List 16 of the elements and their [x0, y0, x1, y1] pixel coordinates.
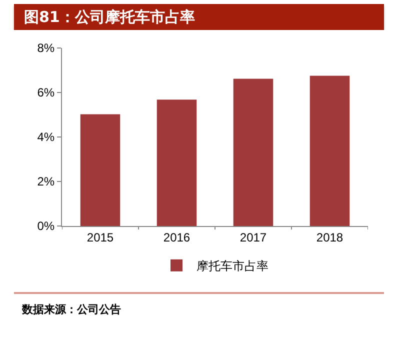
- source-note: 数据来源：公司公告: [22, 302, 122, 317]
- bar: [156, 100, 197, 226]
- y-tick-label: 0%: [37, 219, 55, 234]
- x-tick-label: 2017: [240, 230, 267, 244]
- chart-title: 图81：公司摩托车市占率: [14, 4, 384, 30]
- y-tick-label: 4%: [37, 130, 55, 144]
- y-tick-label: 8%: [37, 41, 55, 56]
- legend-label: 摩托车市占率: [196, 259, 268, 274]
- bar: [310, 76, 350, 226]
- y-tick-label: 2%: [37, 174, 55, 189]
- bar: [233, 78, 274, 226]
- x-tick-label: 2015: [86, 230, 114, 244]
- x-tick-label: 2018: [316, 230, 344, 244]
- y-tick-label: 6%: [37, 86, 55, 100]
- x-tick-label: 2016: [163, 230, 190, 244]
- bar: [80, 114, 120, 226]
